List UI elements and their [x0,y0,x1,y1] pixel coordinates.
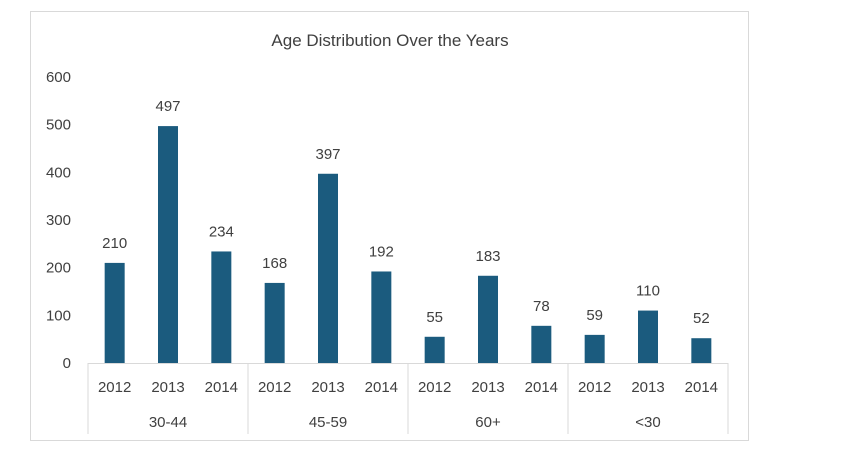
bar [371,271,392,363]
bar [424,336,445,363]
data-label: 110 [636,283,660,300]
bars: 210 497 234 168 397 192 55 183 78 59 110 52 [102,98,712,363]
bar [158,126,178,363]
bar [638,310,658,363]
x-tick-label: 2012 [578,379,611,396]
x-tick-label: 2014 [525,379,558,396]
group-label: 60+ [475,414,501,431]
x-tick-label: 2014 [205,379,238,396]
bar [211,251,232,363]
data-label: 55 [426,309,443,326]
y-tick-label: 0 [63,355,71,372]
data-label: 59 [586,307,603,324]
bar [584,334,605,363]
x-tick-label: 2012 [418,379,451,396]
bar [691,338,712,363]
bar [478,275,498,363]
data-label: 497 [155,98,180,115]
group-label: 30-44 [149,414,187,431]
data-label: 78 [533,298,550,315]
bar [264,282,285,363]
chart-frame [30,11,749,441]
data-label: 183 [475,248,500,265]
y-tick-label: 300 [46,212,71,229]
group-label: 45-59 [309,414,347,431]
x-tick-label: 2013 [151,379,184,396]
data-label: 210 [102,235,127,252]
data-label: 52 [693,310,710,327]
y-tick-label: 200 [46,260,71,277]
bar [104,262,125,363]
bar [318,173,338,363]
data-label: 192 [369,243,394,260]
data-label: 168 [262,255,287,272]
x-tick-label: 2012 [258,379,291,396]
x-tick-label: 2013 [471,379,504,396]
bar [531,325,552,363]
y-tick-label: 600 [46,69,71,86]
x-axis: 2012 2013 2014 30-44 2012 2013 2014 45-59 2012 20… [87,363,729,434]
x-tick-label: 2013 [311,379,344,396]
y-tick-label: 400 [46,164,71,181]
data-label: 234 [209,223,234,240]
x-tick-label: 2014 [365,379,398,396]
chart-title: Age Distribution Over the Years [271,31,508,50]
x-tick-label: 2014 [685,379,718,396]
y-tick-label: 500 [46,117,71,134]
x-tick-label: 2013 [631,379,664,396]
y-tick-label: 100 [46,307,71,324]
data-label: 397 [315,146,340,163]
x-tick-label: 2012 [98,379,131,396]
group-label: <30 [635,414,660,431]
y-axis: 0 100 200 300 400 500 600 [46,69,71,372]
